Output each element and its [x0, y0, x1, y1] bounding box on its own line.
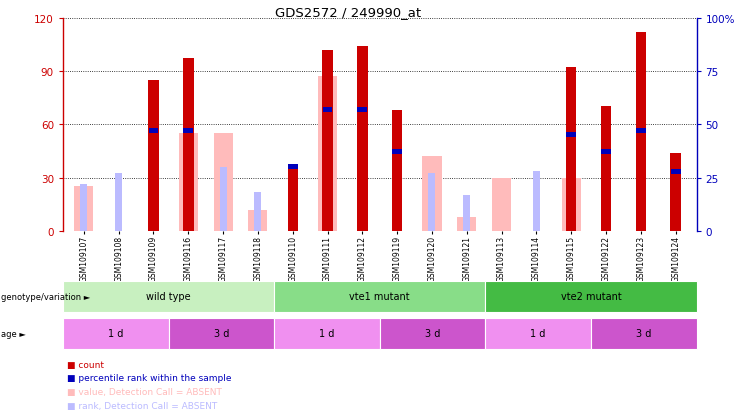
Text: age ►: age ► [1, 329, 26, 338]
Bar [671, 169, 680, 174]
Bar [219, 168, 227, 231]
Bar [254, 193, 262, 231]
Bar [74, 187, 93, 231]
Bar [392, 111, 402, 231]
Text: 1 d: 1 d [108, 328, 124, 339]
Text: 1 d: 1 d [319, 328, 335, 339]
Bar [115, 174, 122, 231]
Bar [184, 129, 193, 134]
Bar [392, 150, 402, 155]
Text: ■ value, Detection Call = ABSENT: ■ value, Detection Call = ABSENT [67, 387, 222, 396]
Bar [149, 129, 159, 134]
Text: 3 d: 3 d [213, 328, 229, 339]
Bar [357, 47, 368, 231]
Bar [248, 210, 268, 231]
Bar [422, 157, 442, 231]
Bar [322, 50, 333, 231]
Bar [179, 134, 198, 231]
Bar [492, 178, 511, 231]
Bar [533, 172, 540, 231]
Text: GDS2572 / 249990_at: GDS2572 / 249990_at [275, 6, 422, 19]
Text: genotype/variation ►: genotype/variation ► [1, 292, 90, 301]
Bar [566, 133, 576, 138]
Text: vte2 mutant: vte2 mutant [561, 291, 621, 301]
Bar [671, 153, 681, 231]
Bar [183, 59, 193, 231]
Bar [601, 107, 611, 231]
Bar [322, 107, 333, 112]
Bar [636, 129, 645, 134]
Text: ■ count: ■ count [67, 360, 104, 369]
Text: 3 d: 3 d [425, 328, 440, 339]
Text: 1 d: 1 d [531, 328, 546, 339]
Bar [357, 107, 368, 112]
Bar [80, 185, 87, 231]
Bar [463, 195, 471, 231]
Bar [601, 150, 611, 155]
Text: ■ percentile rank within the sample: ■ percentile rank within the sample [67, 373, 231, 382]
Text: 3 d: 3 d [636, 328, 651, 339]
Bar [457, 217, 476, 231]
Bar [148, 81, 159, 231]
Bar [636, 33, 646, 231]
Bar [562, 178, 581, 231]
Bar [318, 77, 337, 231]
Text: vte1 mutant: vte1 mutant [350, 291, 410, 301]
Bar [428, 174, 436, 231]
Text: wild type: wild type [146, 291, 191, 301]
Bar [566, 68, 576, 231]
Bar [213, 134, 233, 231]
Bar [288, 165, 298, 170]
Bar [288, 166, 298, 231]
Text: ■ rank, Detection Call = ABSENT: ■ rank, Detection Call = ABSENT [67, 401, 217, 410]
